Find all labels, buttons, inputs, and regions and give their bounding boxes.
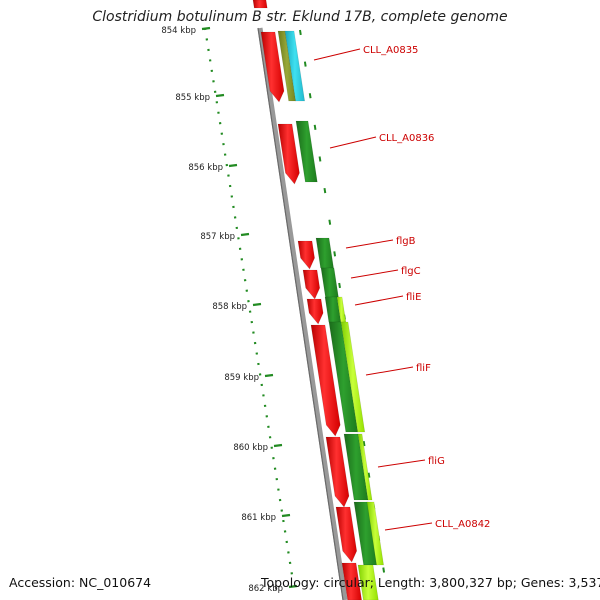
gene-leader-line — [365, 366, 414, 376]
feature-dark-green-block — [315, 237, 334, 269]
feature-light-green-block — [357, 564, 379, 600]
cds-forward-arrow — [297, 240, 315, 270]
scale-tick — [264, 373, 274, 378]
gene-leader-line — [384, 522, 433, 531]
cds-forward-arrow — [310, 324, 341, 437]
scale-tick — [281, 513, 291, 518]
cds-forward-block — [341, 562, 362, 600]
gene-leader-line — [345, 239, 394, 249]
scale-tick — [288, 584, 298, 589]
scale-tick — [252, 302, 262, 307]
feature-dark-green-block — [320, 267, 339, 298]
gene-label: flgC — [401, 266, 421, 277]
feature-light-green-block — [366, 501, 384, 566]
scale-tick — [201, 26, 211, 31]
scale-tick-label: 859 kbp — [224, 373, 259, 383]
scale-tick-label: 858 kbp — [212, 302, 247, 312]
scale-tick — [215, 93, 225, 98]
cds-forward-arrow — [306, 298, 324, 325]
gene-leader-line — [350, 269, 399, 279]
gene-label: fliF — [416, 363, 431, 374]
cds-forward-arrow — [260, 31, 285, 103]
gene-leader-line — [329, 136, 377, 149]
scale-tick — [228, 163, 238, 168]
feature-cyan-block — [284, 30, 306, 102]
gene-label: CLL_A0842 — [435, 519, 490, 530]
feature-light-green-block — [357, 433, 373, 501]
scale-tick-label: 854 kbp — [161, 26, 196, 36]
scale-tick — [273, 443, 283, 448]
cds-forward-block — [252, 0, 268, 9]
scale-tick-label: 861 kbp — [241, 513, 276, 523]
genome-backbone — [257, 27, 348, 600]
scale-tick-label: 856 kbp — [188, 163, 223, 173]
scale-ruler-line — [203, 27, 294, 576]
gene-label: CLL_A0836 — [379, 133, 434, 144]
scale-tick-label: 860 kbp — [233, 443, 268, 453]
accession-text: Accession: NC_010674 — [9, 575, 152, 590]
map-title: Clostridium botulinum B str. Eklund 17B,… — [92, 9, 508, 25]
scale-tick-label: 855 kbp — [175, 93, 210, 103]
gene-label: fliG — [428, 456, 445, 467]
genome-summary-text: Topology: circular; Length: 3,800,327 bp… — [261, 575, 600, 590]
cds-forward-arrow — [277, 123, 300, 185]
cds-forward-arrow — [302, 269, 321, 300]
scale-tick-label: 862 kbp — [248, 584, 283, 594]
gene-leader-line — [377, 459, 426, 468]
scale-tick — [240, 232, 250, 237]
gene-label: CLL_A0835 — [363, 45, 418, 56]
feature-light-green-block — [340, 321, 366, 433]
gene-leader-line — [354, 295, 404, 306]
scale-tick-label: 857 kbp — [200, 232, 235, 242]
feature-dark-green-block — [295, 120, 318, 183]
gene-label: fliE — [406, 292, 421, 303]
gene-label: flgB — [396, 236, 416, 247]
gene-leader-line — [313, 48, 361, 61]
cds-forward-arrow — [325, 436, 350, 508]
cds-forward-arrow — [335, 506, 358, 563]
